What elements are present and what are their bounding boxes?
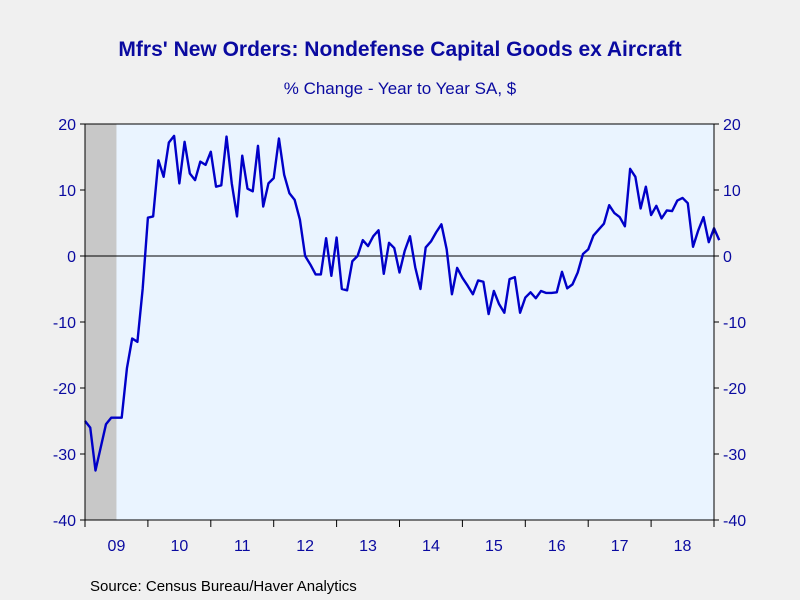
x-tick-label: 17 — [611, 538, 629, 555]
x-tick-label: 12 — [296, 538, 314, 555]
plot-frame — [84, 123, 715, 521]
x-tick-label: 09 — [108, 538, 126, 555]
source-note: Source: Census Bureau/Haver Analytics — [90, 578, 357, 595]
y-tick-label-left: -30 — [53, 447, 76, 464]
y-tick-label-right: -40 — [723, 513, 746, 530]
x-tick-label: 11 — [234, 538, 251, 555]
y-tick-label-right: 10 — [723, 183, 741, 200]
chart-subtitle: % Change - Year to Year SA, $ — [283, 79, 517, 98]
y-tick-label-left: -10 — [53, 315, 76, 332]
y-tick-label-left: -40 — [53, 513, 76, 530]
plot-area — [85, 124, 714, 520]
y-tick-label-right: -20 — [723, 381, 746, 398]
y-tick-label-left: 0 — [67, 249, 76, 266]
chart-title: Mfrs' New Orders: Nondefense Capital Goo… — [118, 38, 682, 61]
x-tick-label: 14 — [422, 538, 440, 555]
recession-shade — [85, 124, 117, 520]
y-tick-label-left: 20 — [58, 117, 76, 134]
x-tick-label: 15 — [485, 538, 503, 555]
y-tick-label-right: 0 — [723, 249, 732, 266]
x-tick-label: 13 — [359, 538, 377, 555]
x-tick-label: 16 — [548, 538, 566, 555]
y-tick-label-left: -20 — [53, 381, 76, 398]
x-tick-label: 18 — [674, 538, 692, 555]
y-tick-label-left: 10 — [58, 183, 76, 200]
y-tick-label-right: -30 — [723, 447, 746, 464]
y-tick-label-right: -10 — [723, 315, 746, 332]
y-tick-label-right: 20 — [723, 117, 741, 134]
series-line — [84, 134, 721, 472]
x-tick-label: 10 — [170, 538, 188, 555]
